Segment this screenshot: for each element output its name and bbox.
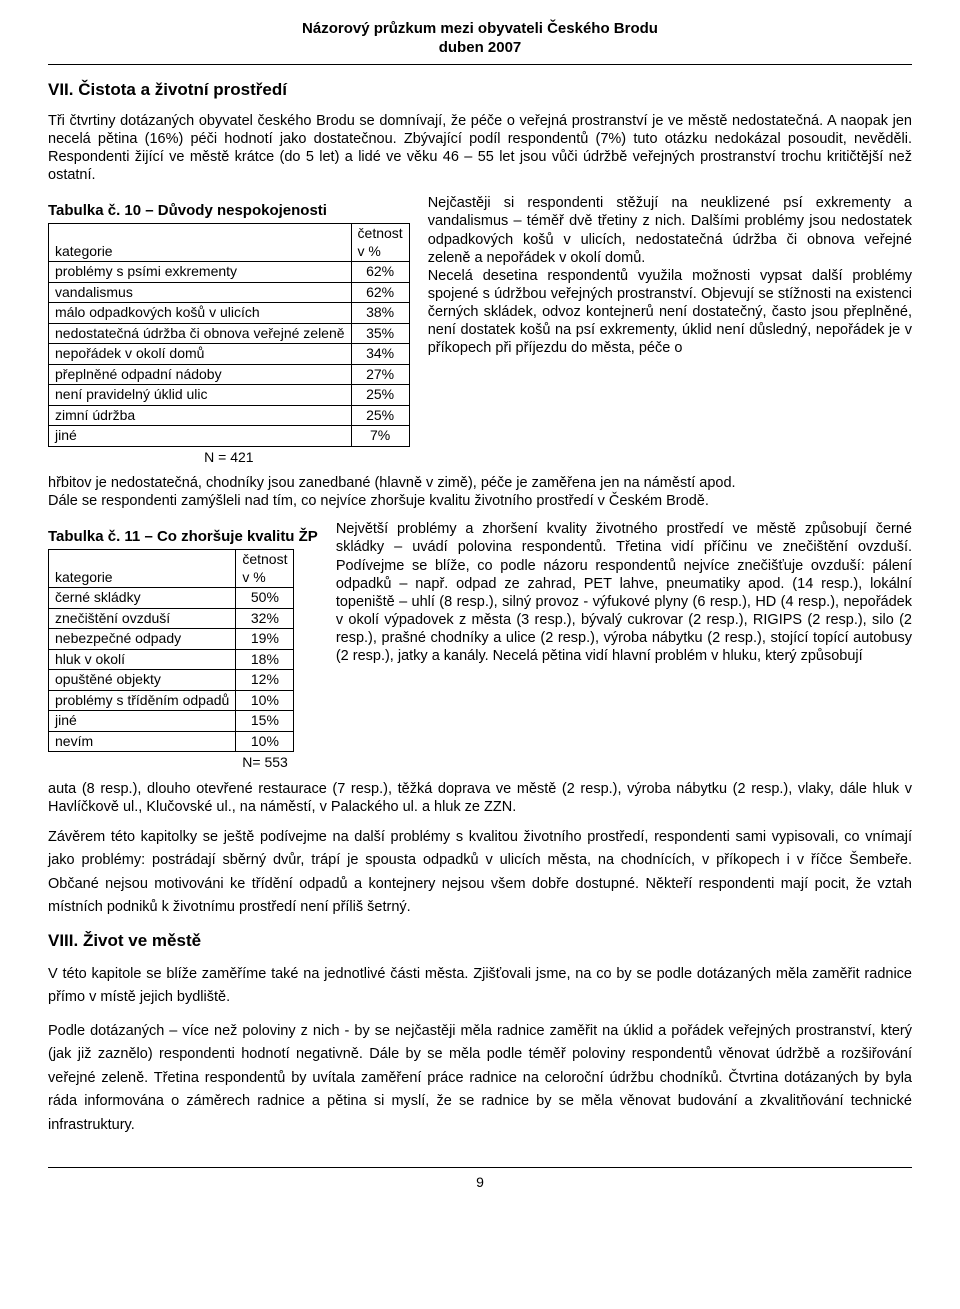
table-row: znečištění ovzduší32%	[49, 608, 294, 629]
table-row: problémy s psími exkrementy62%	[49, 262, 410, 283]
table-cell-label: málo odpadkových košů v ulicích	[49, 303, 352, 324]
table-row: není pravidelný úklid ulic25%	[49, 385, 410, 406]
table11-left: Tabulka č. 11 – Co zhoršuje kvalitu ŽP k…	[48, 520, 318, 771]
footer-divider	[48, 1167, 912, 1168]
table-cell-label: jiné	[49, 426, 352, 447]
table-cell-value: 38%	[351, 303, 409, 324]
table10-title: Tabulka č. 10 – Důvody nespokojenosti	[48, 202, 410, 221]
table10-col2-header: četnostv %	[351, 224, 409, 262]
table11: kategorie četnostv % černé skládky50%zne…	[48, 549, 294, 752]
table-row: vandalismus62%	[49, 282, 410, 303]
table10-left: Tabulka č. 10 – Důvody nespokojenosti ka…	[48, 194, 410, 466]
section7-after10: hřbitov je nedostatečná, chodníky jsou z…	[48, 474, 912, 510]
table-cell-label: znečištění ovzduší	[49, 608, 236, 629]
table-cell-value: 62%	[351, 282, 409, 303]
table10: kategorie četnostv % problémy s psími ex…	[48, 223, 410, 447]
table-row: málo odpadkových košů v ulicích38%	[49, 303, 410, 324]
table11-block: Tabulka č. 11 – Co zhoršuje kvalitu ŽP k…	[48, 520, 912, 771]
header-divider	[48, 64, 912, 65]
table-cell-value: 12%	[236, 670, 294, 691]
table11-col2-header: četnostv %	[236, 550, 294, 588]
table-cell-label: nedostatečná údržba či obnova veřejné ze…	[49, 323, 352, 344]
table10-right-text: Nejčastěji si respondenti stěžují na neu…	[428, 194, 912, 357]
table-cell-value: 34%	[351, 344, 409, 365]
table-row: nebezpečné odpady19%	[49, 629, 294, 650]
section8-title: VIII. Život ve městě	[48, 930, 912, 951]
table-cell-label: nebezpečné odpady	[49, 629, 236, 650]
table-cell-label: problémy s psími exkrementy	[49, 262, 352, 283]
section7-after11a: auta (8 resp.), dlouho otevřené restaura…	[48, 780, 912, 816]
table-cell-label: nepořádek v okolí domů	[49, 344, 352, 365]
section7-after11b: Závěrem této kapitolky se ještě podívejm…	[48, 826, 912, 920]
table-cell-label: nevím	[49, 731, 236, 752]
table-cell-value: 50%	[236, 588, 294, 609]
table-cell-value: 19%	[236, 629, 294, 650]
table-cell-value: 15%	[236, 711, 294, 732]
table-cell-value: 7%	[351, 426, 409, 447]
table-cell-value: 25%	[351, 385, 409, 406]
table10-col1-header: kategorie	[49, 224, 352, 262]
section7-para1: Tři čtvrtiny dotázaných obyvatel českého…	[48, 112, 912, 185]
table-cell-value: 18%	[236, 649, 294, 670]
table-row: hluk v okolí18%	[49, 649, 294, 670]
table-cell-label: černé skládky	[49, 588, 236, 609]
table-row: přeplněné odpadní nádoby27%	[49, 364, 410, 385]
table11-col1-header: kategorie	[49, 550, 236, 588]
table-cell-label: přeplněné odpadní nádoby	[49, 364, 352, 385]
table-row: nedostatečná údržba či obnova veřejné ze…	[49, 323, 410, 344]
table-cell-label: není pravidelný úklid ulic	[49, 385, 352, 406]
table11-right-text: Největší problémy a zhoršení kvality živ…	[336, 520, 912, 665]
section8-para2: Podle dotázaných – více než poloviny z n…	[48, 1020, 912, 1137]
table-cell-value: 10%	[236, 731, 294, 752]
table-row: nepořádek v okolí domů34%	[49, 344, 410, 365]
table10-n: N = 421	[48, 449, 410, 467]
table-cell-value: 10%	[236, 690, 294, 711]
table-row: jiné15%	[49, 711, 294, 732]
table-row: nevím10%	[49, 731, 294, 752]
table-cell-label: jiné	[49, 711, 236, 732]
table-cell-label: vandalismus	[49, 282, 352, 303]
section8-para1: V této kapitole se blíže zaměříme také n…	[48, 963, 912, 1010]
table-row: problémy s tříděním odpadů10%	[49, 690, 294, 711]
table-cell-value: 25%	[351, 405, 409, 426]
table-row: zimní údržba25%	[49, 405, 410, 426]
table-cell-label: opuštěné objekty	[49, 670, 236, 691]
table11-n: N= 553	[48, 754, 318, 772]
table-cell-label: problémy s tříděním odpadů	[49, 690, 236, 711]
table-cell-value: 32%	[236, 608, 294, 629]
table-cell-value: 62%	[351, 262, 409, 283]
page-header: Názorový průzkum mezi obyvateli Českého …	[48, 20, 912, 58]
table-row: jiné7%	[49, 426, 410, 447]
table-row: opuštěné objekty12%	[49, 670, 294, 691]
table-cell-label: hluk v okolí	[49, 649, 236, 670]
table10-block: Tabulka č. 10 – Důvody nespokojenosti ka…	[48, 194, 912, 466]
header-line2: duben 2007	[48, 39, 912, 58]
table-cell-value: 35%	[351, 323, 409, 344]
table-row: černé skládky50%	[49, 588, 294, 609]
table-cell-label: zimní údržba	[49, 405, 352, 426]
table-cell-value: 27%	[351, 364, 409, 385]
table11-title: Tabulka č. 11 – Co zhoršuje kvalitu ŽP	[48, 528, 318, 547]
section7-title: VII. Čistota a životní prostředí	[48, 79, 912, 100]
page-number: 9	[48, 1174, 912, 1192]
header-line1: Názorový průzkum mezi obyvateli Českého …	[48, 20, 912, 39]
